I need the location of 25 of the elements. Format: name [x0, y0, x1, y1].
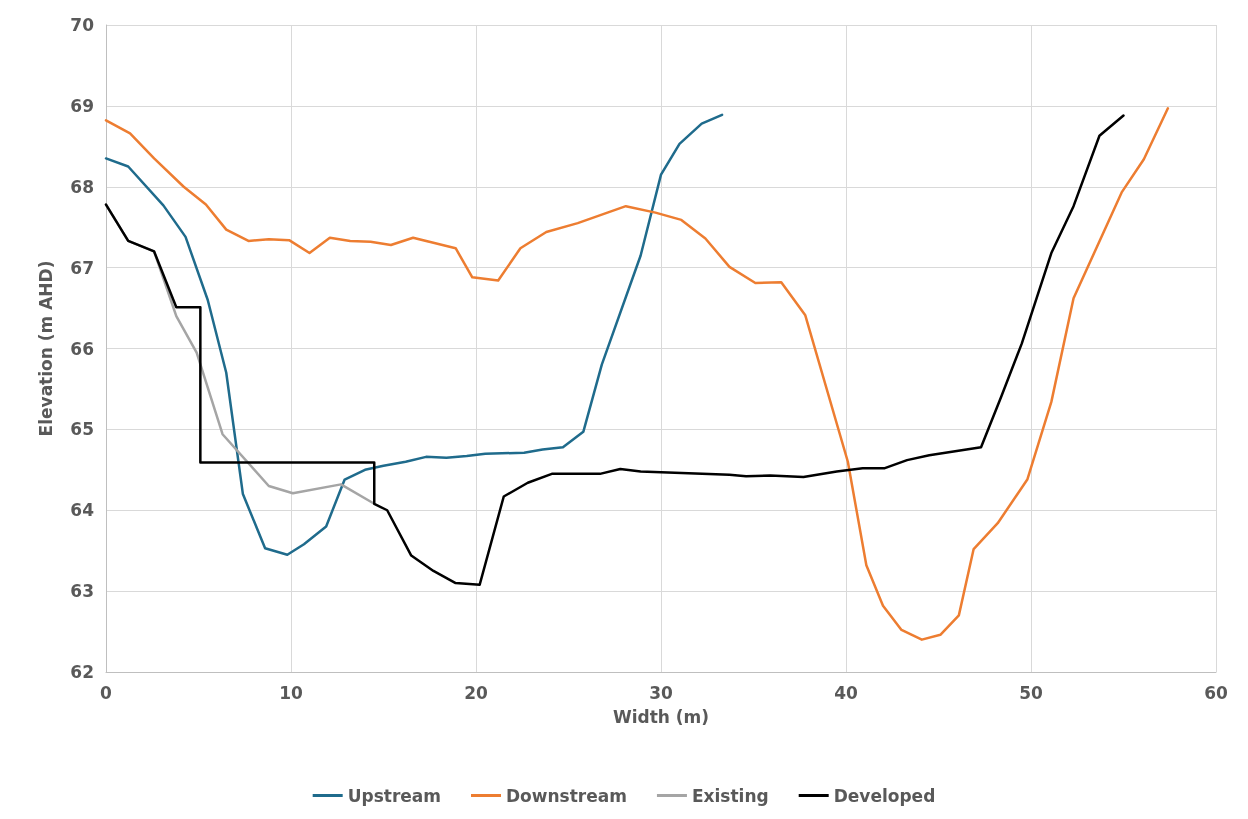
x-tick-label: 20: [464, 682, 488, 703]
y-tick-label: 62: [70, 662, 94, 682]
x-tick-label: 50: [1019, 682, 1043, 703]
x-axis-title: Width (m): [612, 706, 710, 727]
legend-label: Downstream: [506, 785, 627, 806]
line-series: [104, 114, 1125, 586]
y-axis-title: Elevation (m AHD): [35, 260, 56, 437]
x-tick-label: 30: [649, 682, 673, 703]
y-tick-label: 70: [70, 15, 95, 35]
y-tick-label: 67: [70, 257, 94, 278]
y-tick-label: 64: [70, 500, 95, 521]
line-series: [104, 107, 1170, 641]
x-tick-label: 10: [279, 682, 303, 703]
x-tick-label: 60: [1204, 682, 1228, 703]
line-series: [104, 113, 724, 556]
y-tick-label: 68: [70, 176, 94, 197]
x-tick-label: 40: [834, 682, 858, 703]
legend-label: Existing: [691, 785, 769, 806]
legend-label: Upstream: [347, 785, 442, 806]
y-tick-label: 69: [70, 95, 94, 116]
y-tick-label: 65: [70, 419, 94, 440]
legend-label: Developed: [833, 785, 936, 806]
y-tick-label: 66: [70, 338, 94, 359]
y-tick-label: 63: [70, 581, 94, 602]
x-tick-label: 0: [100, 682, 113, 703]
